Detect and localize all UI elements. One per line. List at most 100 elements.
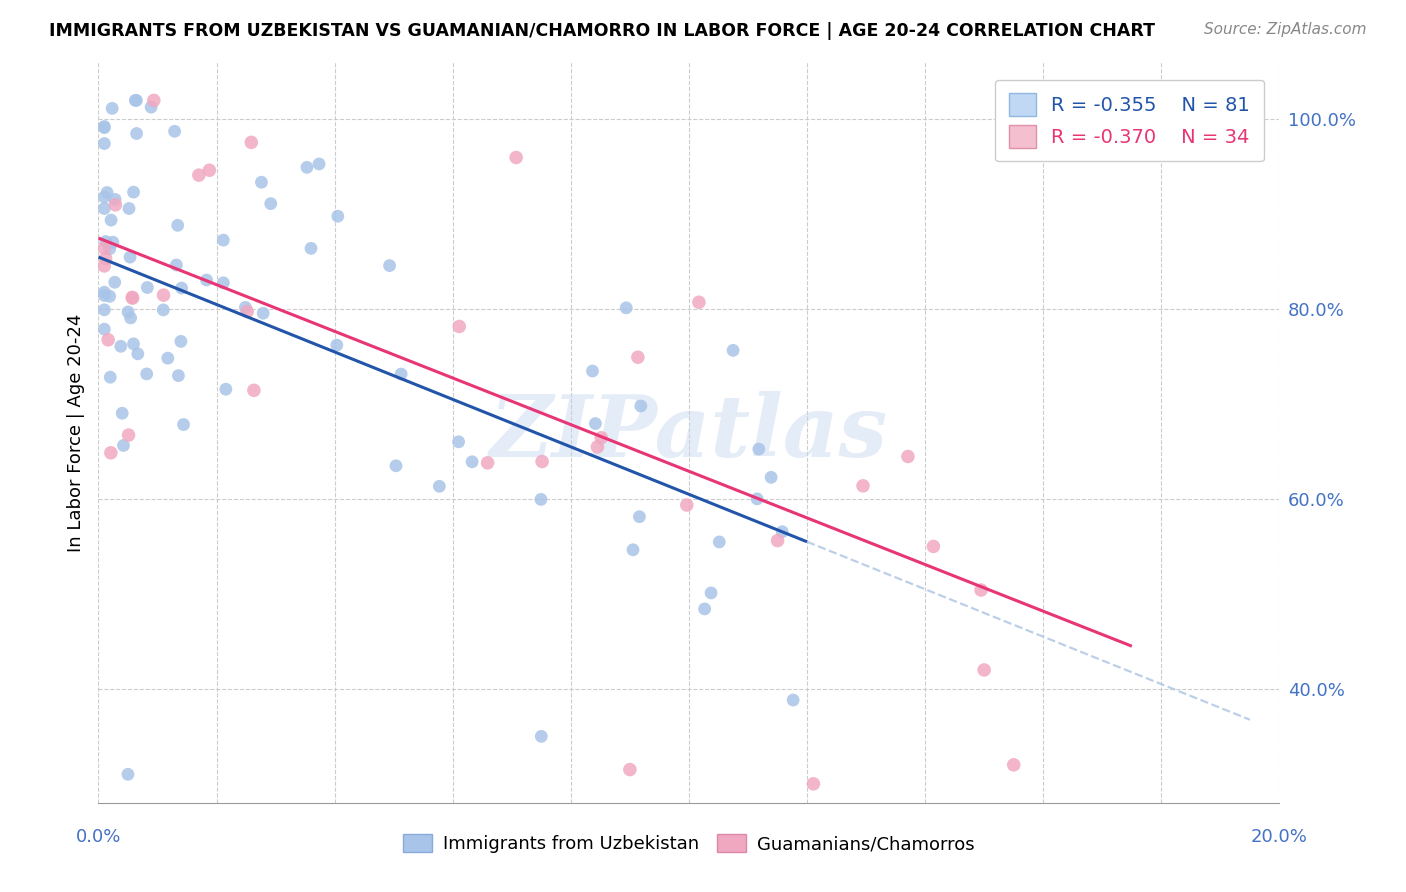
Point xyxy=(152,288,174,302)
Point xyxy=(326,209,349,223)
Point xyxy=(170,334,193,349)
Point xyxy=(110,339,132,353)
Point xyxy=(94,235,117,249)
Point xyxy=(173,417,195,432)
Point xyxy=(104,193,127,207)
Point xyxy=(156,351,179,366)
Point xyxy=(326,338,349,352)
Point xyxy=(770,524,793,539)
Point xyxy=(212,276,235,290)
Point xyxy=(97,333,120,347)
Point xyxy=(117,767,139,781)
Point xyxy=(748,442,770,456)
Point xyxy=(165,258,187,272)
Text: ZIPatlas: ZIPatlas xyxy=(489,391,889,475)
Point xyxy=(96,186,118,200)
Point xyxy=(101,235,124,249)
Point xyxy=(260,196,283,211)
Point xyxy=(389,367,412,381)
Point xyxy=(93,120,115,135)
Point xyxy=(782,693,804,707)
Point xyxy=(93,136,115,151)
Point xyxy=(117,305,139,319)
Point xyxy=(120,310,142,325)
Point xyxy=(100,213,122,227)
Point xyxy=(135,367,157,381)
Point xyxy=(163,124,186,138)
Text: 20.0%: 20.0% xyxy=(1251,828,1308,846)
Legend: R = -0.355    N = 81, R = -0.370    N = 34: R = -0.355 N = 81, R = -0.370 N = 34 xyxy=(995,79,1264,161)
Point xyxy=(803,777,825,791)
Point xyxy=(93,190,115,204)
Point xyxy=(125,127,148,141)
Point xyxy=(121,291,143,305)
Y-axis label: In Labor Force | Age 20-24: In Labor Force | Age 20-24 xyxy=(66,313,84,552)
Point xyxy=(125,94,148,108)
Point xyxy=(449,319,471,334)
Point xyxy=(93,302,115,317)
Point xyxy=(236,304,259,318)
Point xyxy=(530,730,553,744)
Point xyxy=(586,440,609,454)
Point xyxy=(98,370,121,384)
Point xyxy=(101,102,124,116)
Point xyxy=(385,458,408,473)
Point xyxy=(94,252,117,266)
Point xyxy=(98,242,121,256)
Point xyxy=(581,364,603,378)
Point xyxy=(252,306,274,320)
Point xyxy=(308,157,330,171)
Point xyxy=(117,428,139,442)
Point xyxy=(93,285,115,300)
Point xyxy=(505,151,527,165)
Point xyxy=(170,281,193,295)
Point xyxy=(531,454,554,468)
Point xyxy=(235,301,257,315)
Point xyxy=(112,438,135,452)
Point xyxy=(122,336,145,351)
Point xyxy=(104,275,127,289)
Point xyxy=(215,382,238,396)
Point xyxy=(614,301,637,315)
Point xyxy=(93,259,115,273)
Point xyxy=(621,542,644,557)
Point xyxy=(121,290,143,304)
Point xyxy=(628,509,651,524)
Point xyxy=(93,322,115,336)
Point xyxy=(152,302,174,317)
Point xyxy=(745,491,768,506)
Point xyxy=(250,175,273,189)
Point xyxy=(693,602,716,616)
Point xyxy=(627,350,650,364)
Point xyxy=(759,470,782,484)
Point xyxy=(619,763,641,777)
Point xyxy=(187,168,209,182)
Point xyxy=(973,663,995,677)
Point xyxy=(127,347,149,361)
Point xyxy=(139,100,162,114)
Point xyxy=(93,202,115,216)
Point xyxy=(477,456,499,470)
Point xyxy=(688,295,710,310)
Point xyxy=(970,582,993,597)
Point xyxy=(100,446,122,460)
Point xyxy=(530,492,553,507)
Point xyxy=(124,94,146,108)
Point xyxy=(136,280,159,294)
Point xyxy=(122,185,145,199)
Point xyxy=(295,161,318,175)
Point xyxy=(93,241,115,255)
Point xyxy=(675,498,697,512)
Point xyxy=(583,417,606,431)
Point xyxy=(630,399,652,413)
Text: IMMIGRANTS FROM UZBEKISTAN VS GUAMANIAN/CHAMORRO IN LABOR FORCE | AGE 20-24 CORR: IMMIGRANTS FROM UZBEKISTAN VS GUAMANIAN/… xyxy=(49,22,1156,40)
Point xyxy=(142,94,165,108)
Point xyxy=(212,233,235,247)
Point xyxy=(240,136,263,150)
Point xyxy=(118,202,141,216)
Point xyxy=(195,273,218,287)
Point xyxy=(98,289,121,303)
Point xyxy=(591,431,613,445)
Point xyxy=(1002,757,1025,772)
Point xyxy=(299,241,322,255)
